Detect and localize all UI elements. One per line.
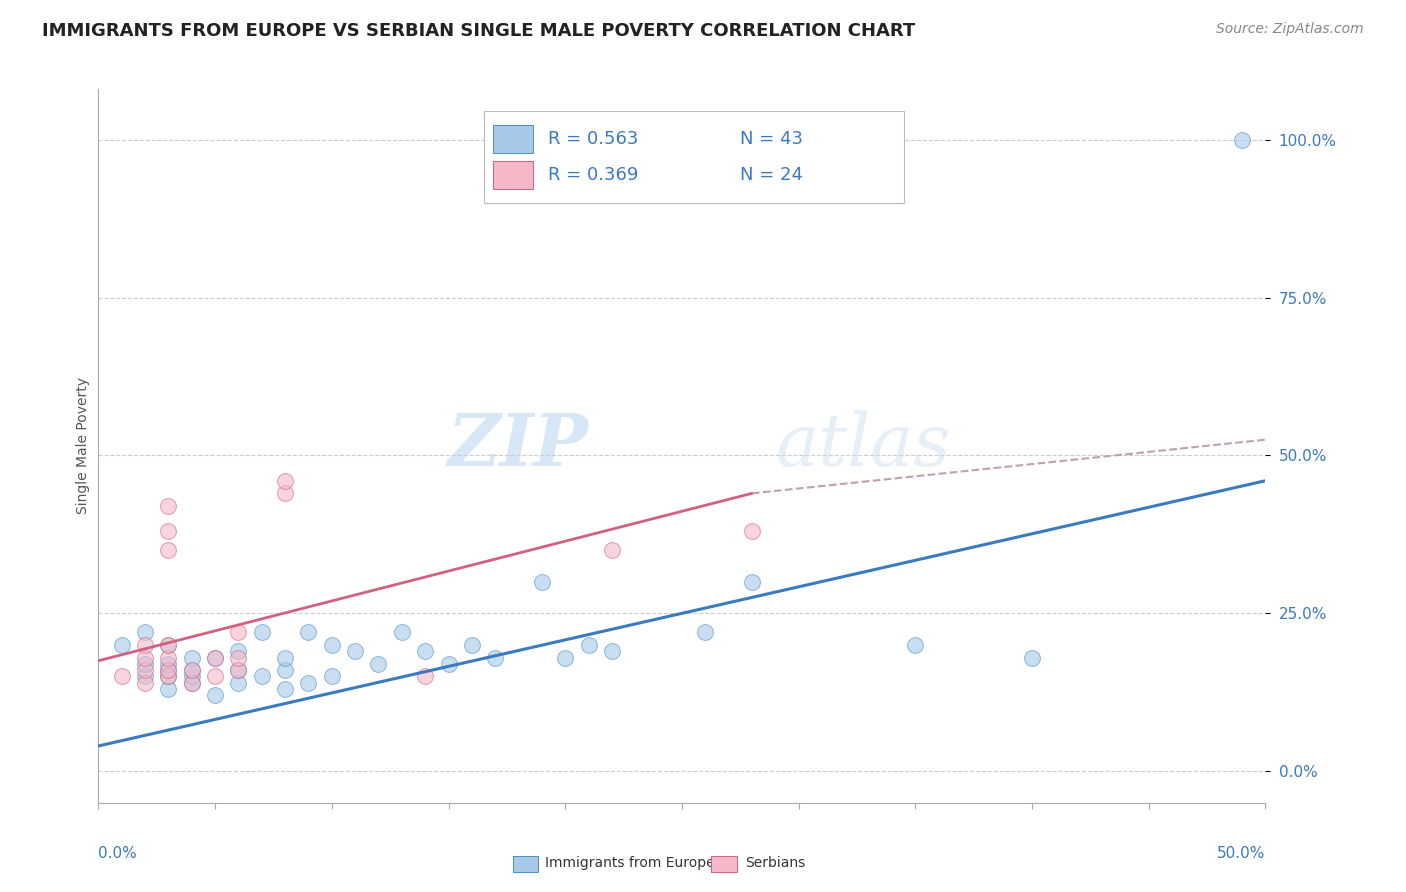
Point [157,657,180,671]
Point [180,663,202,677]
Point [134,663,156,677]
Point [180,650,202,665]
Point [250,625,273,640]
Point [695,625,717,640]
Point [413,669,436,683]
Point [180,663,202,677]
Point [180,675,202,690]
Point [111,669,134,683]
Point [274,486,297,500]
Text: N = 43: N = 43 [741,130,803,148]
Text: Serbians: Serbians [745,855,806,870]
Point [204,669,226,683]
Text: R = 0.563: R = 0.563 [548,130,638,148]
Text: 50.0%: 50.0% [1218,846,1265,861]
Point [157,638,180,652]
Point [321,638,343,652]
Point [391,625,413,640]
Point [741,574,763,589]
Point [367,657,389,671]
Point [157,663,180,677]
Point [204,650,226,665]
Point [157,650,180,665]
Y-axis label: Single Male Poverty: Single Male Poverty [76,377,90,515]
Bar [711,856,737,872]
Point [600,543,623,558]
Point [600,644,623,658]
Point [134,675,156,690]
Text: R = 0.369: R = 0.369 [548,166,638,184]
Point [228,650,250,665]
Bar [513,856,538,872]
Text: N = 24: N = 24 [741,166,803,184]
Point [134,625,156,640]
Text: Immigrants from Europe: Immigrants from Europe [546,855,716,870]
Point [157,524,180,539]
Point [741,524,763,539]
Point [274,682,297,697]
Point [461,638,484,652]
Point [250,669,273,683]
Point [437,657,460,671]
Point [204,689,226,703]
Point [484,650,506,665]
Point [134,650,156,665]
Point [554,650,576,665]
Point [180,669,202,683]
Point [157,669,180,683]
Point [228,644,250,658]
Point [228,663,250,677]
Point [204,650,226,665]
Point [530,574,553,589]
Text: Source: ZipAtlas.com: Source: ZipAtlas.com [1216,22,1364,37]
Text: IMMIGRANTS FROM EUROPE VS SERBIAN SINGLE MALE POVERTY CORRELATION CHART: IMMIGRANTS FROM EUROPE VS SERBIAN SINGLE… [42,22,915,40]
Text: atlas: atlas [775,410,950,482]
Point [413,644,436,658]
Point [157,663,180,677]
Text: ZIP: ZIP [447,410,589,482]
Point [321,669,343,683]
Text: 0.0%: 0.0% [98,846,138,861]
Point [297,675,319,690]
Point [578,638,600,652]
Point [157,638,180,652]
Point [157,543,180,558]
Point [274,650,297,665]
Point [228,625,250,640]
Point [274,663,297,677]
Point [1021,650,1043,665]
Point [134,669,156,683]
Point [904,638,927,652]
Point [344,644,367,658]
Point [228,675,250,690]
Point [1230,133,1253,147]
Point [157,669,180,683]
Point [274,474,297,488]
Point [157,499,180,513]
Point [297,625,319,640]
Point [228,663,250,677]
Point [111,638,134,652]
Point [134,638,156,652]
Point [180,675,202,690]
Point [157,682,180,697]
Point [134,657,156,671]
